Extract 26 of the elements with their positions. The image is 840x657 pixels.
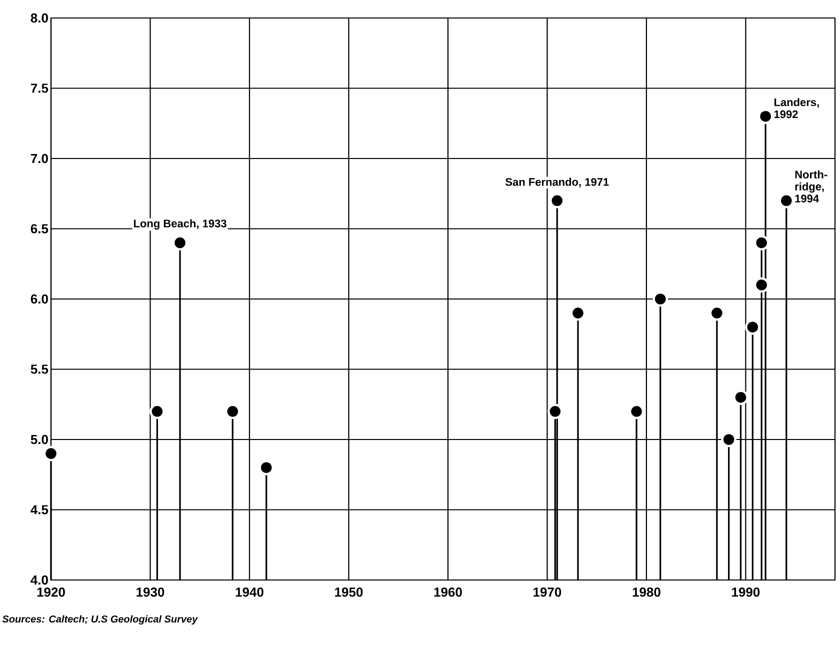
annotation: Long Beach, 1933 bbox=[134, 219, 226, 230]
x-tick-label: 1940 bbox=[236, 588, 264, 597]
y-tick-label: 6.0 bbox=[30, 294, 48, 304]
x-tick-label: 1970 bbox=[534, 588, 562, 597]
y-tick-label: 8.0 bbox=[30, 13, 48, 23]
point bbox=[745, 320, 760, 335]
x-tick-label: 1950 bbox=[335, 588, 363, 597]
point bbox=[548, 404, 563, 419]
y-tick-label: 7.0 bbox=[30, 154, 48, 164]
annotation: Landers, 1992 bbox=[774, 98, 819, 118]
y-tick-label: 6.5 bbox=[30, 224, 48, 234]
y-tick-label: 5.5 bbox=[30, 364, 48, 374]
x-tick-label: 1920 bbox=[37, 588, 65, 597]
y-tick-label: 5.0 bbox=[30, 434, 48, 444]
x-tick-label: 1930 bbox=[136, 588, 164, 597]
annotation: North-ridge, 1994 bbox=[795, 170, 828, 202]
y-tick-label: 7.5 bbox=[30, 84, 48, 93]
source-note: Sources: Caltech; U.S Geological Survey bbox=[2, 615, 198, 625]
point bbox=[733, 390, 748, 405]
x-tick-label: 1980 bbox=[632, 588, 660, 597]
y-tick-label: 4.5 bbox=[30, 505, 48, 514]
point bbox=[258, 460, 274, 476]
y-tick-label: 4.0 bbox=[30, 575, 48, 585]
annotation: San Fernando, 1971 bbox=[505, 178, 609, 188]
x-tick-label: 1960 bbox=[434, 588, 462, 597]
x-tick-label: 1990 bbox=[732, 588, 760, 597]
